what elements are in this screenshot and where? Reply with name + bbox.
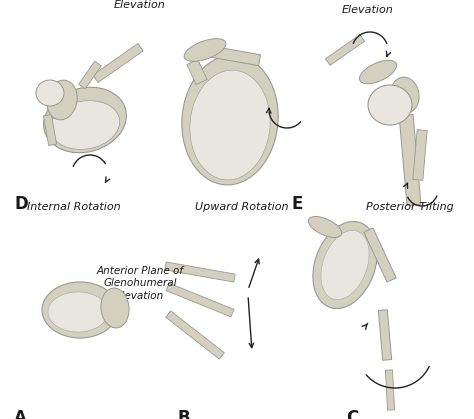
Text: E: E [292, 195, 303, 213]
Text: Upward Rotation: Upward Rotation [195, 202, 289, 212]
Text: C: C [346, 409, 358, 419]
Ellipse shape [313, 222, 377, 308]
Ellipse shape [42, 282, 118, 338]
Text: Anterior Plane of
Glenohumeral
Elevation: Anterior Plane of Glenohumeral Elevation [96, 266, 183, 301]
Text: Posterior Plane of
Glenohumeral
Elevation: Posterior Plane of Glenohumeral Elevatio… [91, 0, 189, 10]
Ellipse shape [36, 80, 64, 106]
FancyBboxPatch shape [200, 44, 261, 66]
Ellipse shape [48, 292, 108, 332]
FancyBboxPatch shape [378, 310, 392, 360]
Text: Glenohumeral
Elevation: Glenohumeral Elevation [328, 0, 407, 15]
FancyBboxPatch shape [385, 370, 394, 410]
Ellipse shape [359, 60, 397, 84]
Ellipse shape [190, 70, 270, 180]
FancyBboxPatch shape [44, 114, 56, 145]
Ellipse shape [101, 288, 129, 328]
FancyBboxPatch shape [166, 283, 234, 317]
Ellipse shape [321, 230, 369, 300]
Ellipse shape [50, 101, 120, 150]
Ellipse shape [391, 77, 419, 113]
FancyBboxPatch shape [79, 61, 101, 89]
Text: A: A [14, 409, 27, 419]
FancyBboxPatch shape [413, 129, 427, 180]
Ellipse shape [368, 85, 412, 125]
Ellipse shape [309, 217, 342, 238]
FancyBboxPatch shape [93, 44, 143, 83]
Text: B: B [178, 409, 191, 419]
Ellipse shape [47, 80, 77, 120]
FancyBboxPatch shape [166, 311, 224, 359]
Ellipse shape [184, 39, 226, 61]
FancyBboxPatch shape [364, 228, 396, 282]
Ellipse shape [182, 55, 278, 185]
FancyBboxPatch shape [399, 114, 421, 205]
FancyBboxPatch shape [187, 59, 207, 85]
FancyBboxPatch shape [326, 35, 365, 65]
Ellipse shape [44, 87, 127, 153]
Text: Posterior Tilting: Posterior Tilting [366, 202, 454, 212]
Text: D: D [14, 195, 28, 213]
Text: Internal Rotation: Internal Rotation [27, 202, 120, 212]
FancyBboxPatch shape [165, 262, 235, 282]
